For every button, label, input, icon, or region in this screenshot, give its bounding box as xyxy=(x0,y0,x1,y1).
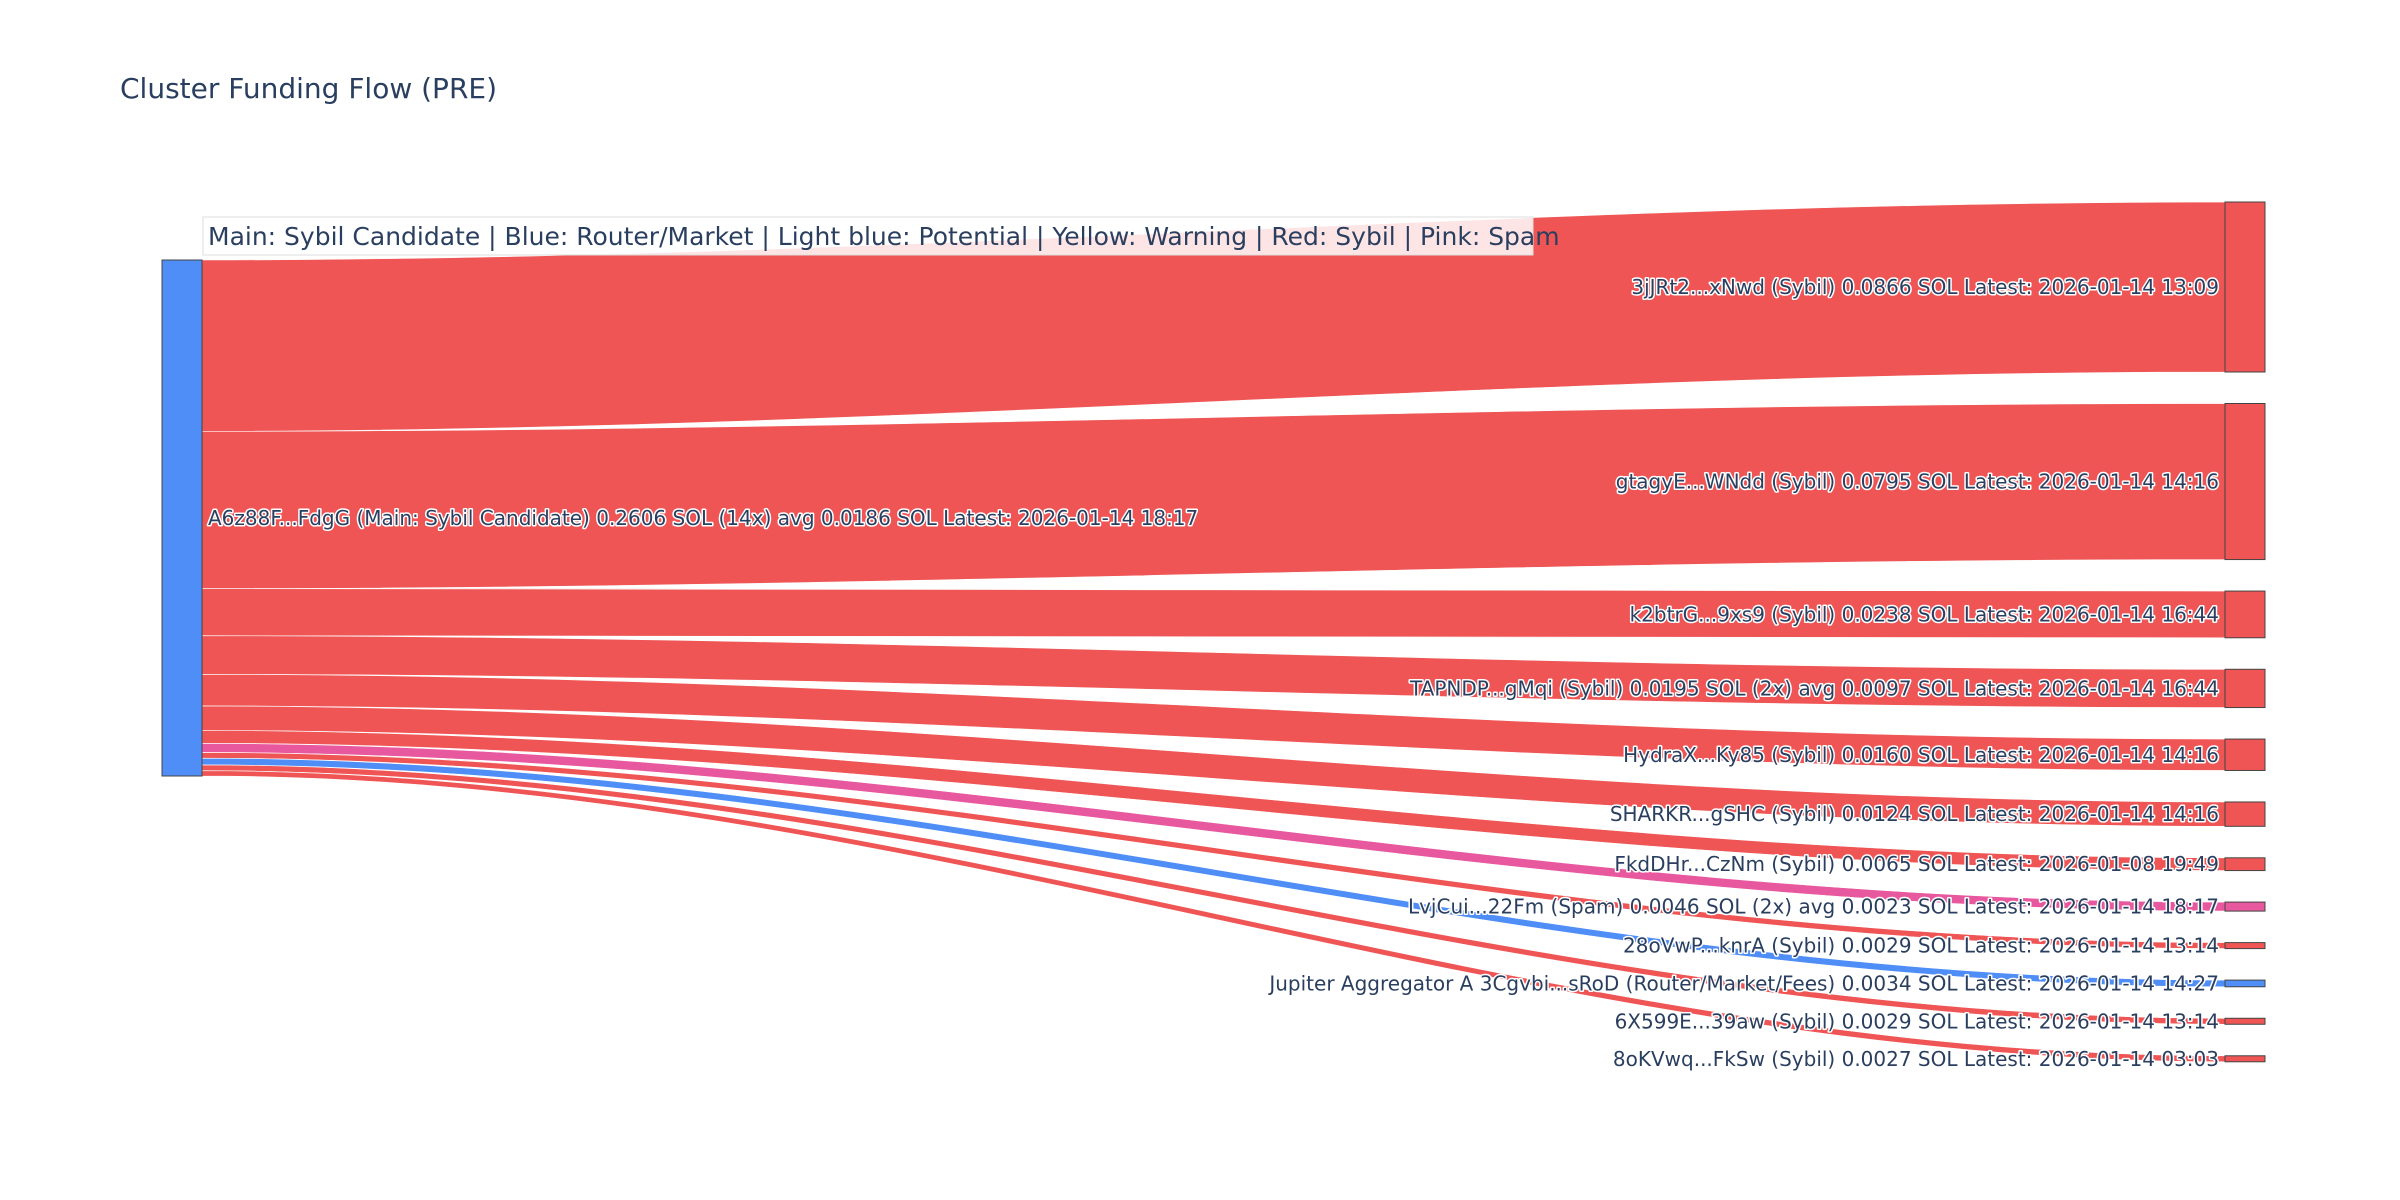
link-gtagye-wndd[interactable] xyxy=(201,403,2226,589)
node-label-sharkr-gshc: SHARKR...gSHC (Sybil) 0.0124 SOL Latest:… xyxy=(1610,802,2219,826)
legend-background xyxy=(202,216,1534,256)
chart-title: Cluster Funding Flow (PRE) xyxy=(120,72,498,105)
node-label-8okvwq-fksw: 8oKVwq...FkSw (Sybil) 0.0027 SOL Latest:… xyxy=(1613,1047,2219,1071)
node-3jjrt2-xnwd[interactable] xyxy=(2224,201,2266,373)
node-28ovwp-knra[interactable] xyxy=(2224,942,2266,950)
node-label-source: A6z88F...FdgG (Main: Sybil Candidate) 0.… xyxy=(208,506,1198,530)
node-8okvwq-fksw[interactable] xyxy=(2224,1055,2266,1063)
node-label-hydrax-ky85: HydraX...Ky85 (Sybil) 0.0160 SOL Latest:… xyxy=(1623,743,2219,767)
node-label-lvjcui-22fm: LvjCui...22Fm (Spam) 0.0046 SOL (2x) avg… xyxy=(1408,895,2219,919)
node-label-k2btrg-9xs9: k2btrG...9xs9 (Sybil) 0.0238 SOL Latest:… xyxy=(1630,602,2219,626)
node-jupiter[interactable] xyxy=(2224,979,2266,988)
node-label-3jjrt2-xnwd: 3jJRt2...xNwd (Sybil) 0.0866 SOL Latest:… xyxy=(1631,275,2219,299)
node-label-28ovwp-knra: 28oVwP...knrA (Sybil) 0.0029 SOL Latest:… xyxy=(1623,934,2219,958)
node-source[interactable] xyxy=(161,259,203,777)
node-label-fkddhr-cznm: FkdDHr...CzNm (Sybil) 0.0065 SOL Latest:… xyxy=(1614,852,2219,876)
nodes-layer xyxy=(161,201,2266,1063)
node-hydrax-ky85[interactable] xyxy=(2224,738,2266,771)
links-layer xyxy=(201,201,2226,1063)
node-k2btrg-9xs9[interactable] xyxy=(2224,590,2266,639)
labels-layer: A6z88F...FdgG (Main: Sybil Candidate) 0.… xyxy=(207,274,2221,1073)
node-gtagye-wndd[interactable] xyxy=(2224,403,2266,561)
node-label-jupiter: Jupiter Aggregator A 3Cgvbi...sRoD (Rout… xyxy=(1267,971,2219,995)
node-sharkr-gshc[interactable] xyxy=(2224,801,2266,827)
node-fkddhr-cznm[interactable] xyxy=(2224,857,2266,872)
node-label-tapndp-gmqi: TAPNDP...gMqi (Sybil) 0.0195 SOL (2x) av… xyxy=(1409,676,2219,700)
node-lvjcui-22fm[interactable] xyxy=(2224,901,2266,912)
node-tapndp-gmqi[interactable] xyxy=(2224,668,2266,709)
node-6x599e-39aw[interactable] xyxy=(2224,1017,2266,1025)
legend-text: Main: Sybil Candidate | Blue: Router/Mar… xyxy=(208,222,1560,251)
node-label-gtagye-wndd: gtagyE...WNdd (Sybil) 0.0795 SOL Latest:… xyxy=(1616,470,2219,494)
node-label-6x599e-39aw: 6X599E...39aw (Sybil) 0.0029 SOL Latest:… xyxy=(1615,1009,2219,1033)
legend-box: Main: Sybil Candidate | Blue: Router/Mar… xyxy=(202,216,1560,256)
